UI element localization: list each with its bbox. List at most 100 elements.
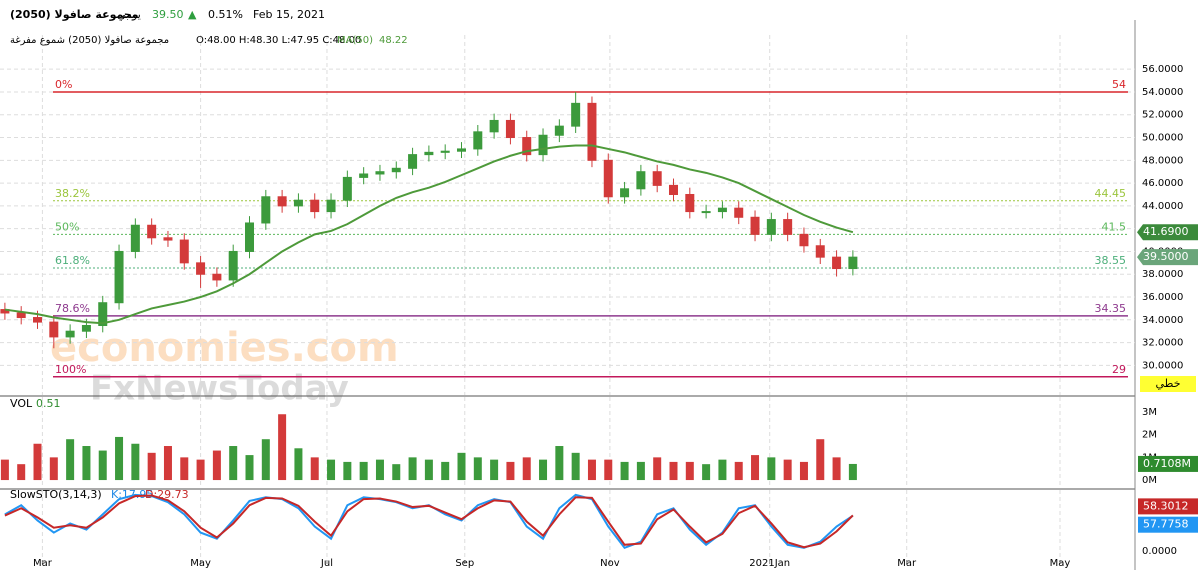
y-tick-label: 0.0000 [1142, 546, 1177, 557]
volume-bar [359, 461, 368, 481]
scale-mode-box [1140, 376, 1196, 392]
price-tag [1138, 455, 1198, 472]
symbol-name: مجموعة صافولا (2050) [10, 8, 139, 21]
candle-body [832, 256, 842, 270]
candle-body [212, 273, 222, 281]
candle-body [685, 193, 695, 213]
y-tick-label: 48.0000 [1142, 155, 1183, 166]
volume-bar [506, 461, 515, 481]
volume-bar [17, 464, 26, 481]
fib-label: 61.8% [55, 254, 90, 267]
volume-bar [587, 459, 596, 481]
x-tick-label: May [1050, 558, 1071, 569]
volume-bar [115, 436, 124, 481]
candle-body [783, 219, 793, 235]
price-tag [1138, 516, 1198, 533]
volume-bar [571, 452, 580, 481]
y-tick-label: 52.0000 [1142, 110, 1183, 121]
volume-bar [539, 459, 548, 481]
candle-body [49, 321, 59, 338]
candle-body [359, 173, 369, 178]
candle-body [489, 119, 499, 133]
fib-label: 0% [55, 78, 72, 91]
volume-bar [408, 457, 417, 481]
candle-body [717, 207, 727, 213]
candle-body [375, 171, 385, 175]
x-tick-label: Nov [600, 558, 620, 569]
x-tick-label: 2021Jan [749, 558, 790, 569]
stoch-title: SlowSTO(3,14,3) [10, 488, 102, 501]
candle-body [603, 159, 613, 198]
volume-bar [767, 457, 776, 481]
volume-bar [212, 450, 221, 481]
last-price: 39.50 [152, 8, 184, 21]
volume-bar [0, 459, 9, 481]
volume-bar [848, 463, 857, 481]
volume-bar [702, 464, 711, 481]
fib-label: 78.6% [55, 302, 90, 315]
candle-body [98, 302, 108, 327]
candle-body [342, 176, 352, 201]
candle-body [261, 196, 271, 224]
y-tick-label: 34.0000 [1142, 315, 1183, 326]
price-tag-label: 57.7758 [1143, 518, 1189, 531]
price-tag-label: 39.5000 [1143, 250, 1189, 263]
candle-body [473, 131, 483, 150]
candle-body [457, 148, 467, 152]
volume-bar [522, 457, 531, 481]
volume-bar [327, 459, 336, 481]
candle-body [81, 325, 91, 332]
candle-body [114, 250, 124, 304]
volume-bar [375, 459, 384, 481]
volume-bar [229, 446, 238, 481]
candle-body [522, 137, 532, 156]
candle-body [750, 216, 760, 235]
candle-body [815, 245, 825, 258]
scale-mode: خطي [1156, 377, 1181, 390]
volume-bar [180, 457, 189, 481]
candle-body [652, 171, 662, 186]
candle-body [293, 199, 303, 207]
candle-body [668, 184, 678, 195]
fib-value: 44.45 [1095, 187, 1127, 200]
candle-body [326, 199, 336, 213]
candle-body [408, 154, 418, 169]
volume-bar [457, 452, 466, 481]
y-tick-label: 2M [1142, 430, 1157, 441]
volume-bar [555, 446, 564, 481]
fib-label: 50% [55, 220, 79, 233]
volume-bar [310, 457, 319, 481]
candle-body [587, 102, 597, 161]
volume-bar [147, 452, 156, 481]
price-tag-label: 41.6900 [1143, 225, 1189, 238]
volume-bar [751, 455, 760, 481]
volume-bar [490, 459, 499, 481]
fib-value: 54 [1112, 78, 1126, 91]
volume-bar [131, 443, 140, 481]
volume-bar [669, 461, 678, 481]
vol-value: 0.51 [36, 397, 61, 410]
candle-body [277, 196, 287, 207]
ma-line [4, 144, 854, 325]
volume-bar [49, 457, 58, 481]
candle-body [440, 150, 450, 153]
candle-body [179, 239, 189, 264]
candle-body [766, 219, 776, 235]
candle-body [245, 222, 255, 252]
price-tag-label: 0.7108M [1143, 457, 1191, 470]
candle-body [163, 237, 173, 241]
candle-body [16, 312, 26, 319]
y-tick-label: 54.0000 [1142, 87, 1183, 98]
volume-bar [604, 459, 613, 481]
y-tick-label: 3M [1142, 407, 1157, 418]
volume-bar [98, 450, 107, 481]
price-tag [1137, 224, 1198, 241]
volume-bar [441, 461, 450, 481]
volume-bar [33, 443, 42, 481]
volume-bar [261, 439, 270, 481]
candle-body [538, 134, 548, 156]
candle-body [424, 151, 434, 156]
candle-body [310, 199, 320, 213]
volume-bar [424, 459, 433, 481]
